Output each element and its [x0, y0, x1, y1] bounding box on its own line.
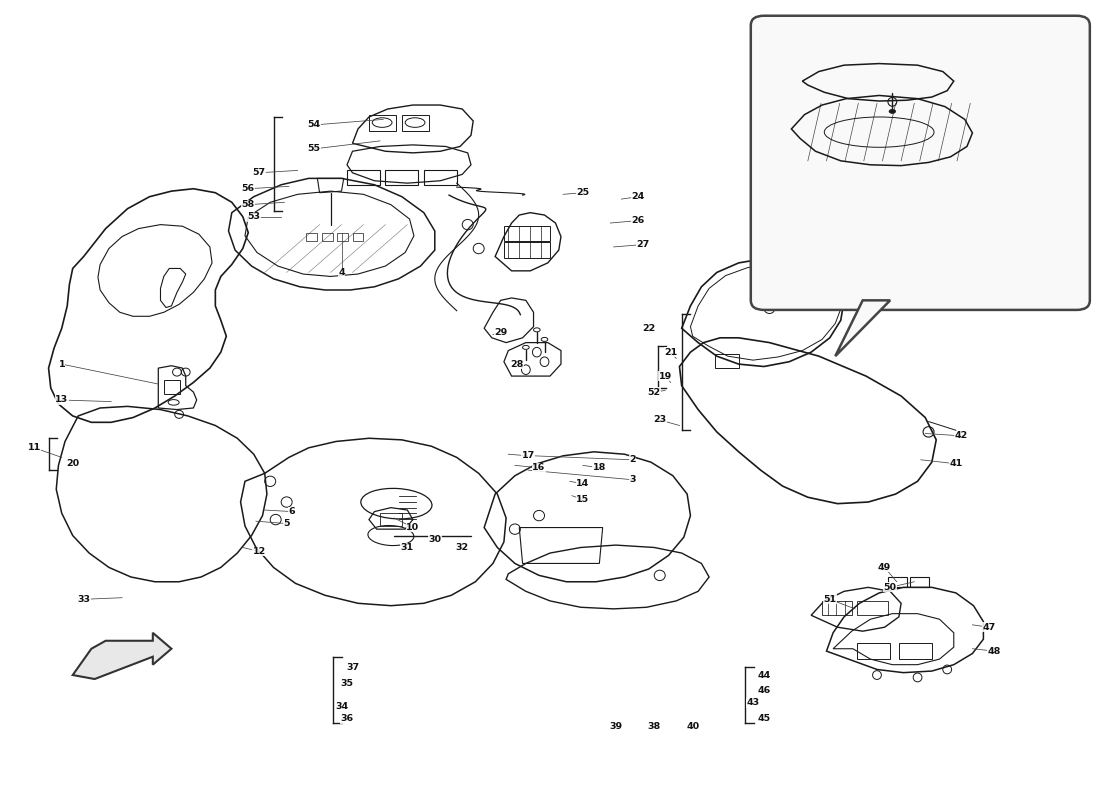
- FancyBboxPatch shape: [751, 16, 1090, 310]
- Text: 39: 39: [609, 722, 623, 731]
- Text: 2: 2: [629, 455, 636, 464]
- Text: 19: 19: [659, 371, 672, 381]
- Text: 12: 12: [253, 547, 266, 556]
- Text: 11: 11: [28, 443, 41, 452]
- Text: 40: 40: [686, 722, 700, 731]
- Ellipse shape: [889, 110, 895, 114]
- Polygon shape: [835, 300, 890, 356]
- Text: 56: 56: [242, 184, 255, 194]
- Text: 49: 49: [878, 563, 891, 572]
- Text: 20: 20: [66, 459, 79, 468]
- Text: 18: 18: [593, 463, 606, 472]
- Text: 35: 35: [341, 678, 353, 687]
- Text: 47: 47: [982, 622, 996, 632]
- Text: 25: 25: [576, 188, 590, 198]
- Polygon shape: [73, 633, 172, 679]
- Text: 33: 33: [77, 595, 90, 604]
- Text: 3: 3: [629, 475, 636, 484]
- Text: 28: 28: [510, 360, 524, 369]
- Text: 5: 5: [284, 519, 290, 528]
- Text: 38: 38: [648, 722, 661, 731]
- Text: 13: 13: [55, 395, 68, 405]
- Text: 22: 22: [642, 324, 656, 333]
- Text: 24: 24: [631, 192, 645, 202]
- Text: 7: 7: [958, 220, 965, 229]
- Text: 48: 48: [988, 646, 1001, 656]
- Text: 50: 50: [883, 583, 896, 592]
- Text: 31: 31: [400, 543, 414, 552]
- Text: 9: 9: [1019, 133, 1025, 142]
- Text: 10: 10: [406, 523, 419, 532]
- Text: 54: 54: [308, 121, 321, 130]
- Text: 26: 26: [631, 216, 645, 225]
- Text: 41: 41: [949, 459, 962, 468]
- Text: 29: 29: [494, 328, 507, 337]
- Text: 15: 15: [576, 495, 590, 504]
- Text: 42: 42: [955, 431, 968, 440]
- Text: 37: 37: [345, 662, 359, 671]
- Text: 27: 27: [637, 240, 650, 249]
- Text: 1: 1: [58, 360, 65, 369]
- Text: 17: 17: [521, 451, 535, 460]
- Text: 36: 36: [341, 714, 353, 723]
- Text: 43: 43: [747, 698, 759, 707]
- Text: 8: 8: [1013, 97, 1020, 106]
- Text: 16: 16: [532, 463, 546, 472]
- Text: 46: 46: [757, 686, 771, 695]
- Text: 23: 23: [653, 415, 667, 425]
- Text: 34: 34: [336, 702, 348, 711]
- Text: 21: 21: [664, 348, 678, 357]
- Text: 51: 51: [823, 595, 836, 604]
- Text: 55: 55: [308, 144, 320, 154]
- Text: 4: 4: [338, 268, 344, 277]
- Text: 45: 45: [758, 714, 770, 723]
- Text: 57: 57: [253, 168, 266, 178]
- Text: 58: 58: [242, 200, 255, 209]
- Text: 6: 6: [289, 507, 296, 516]
- Text: 44: 44: [757, 670, 771, 679]
- Text: 30: 30: [428, 535, 441, 544]
- Text: 53: 53: [248, 212, 261, 221]
- Text: 14: 14: [576, 479, 590, 488]
- Text: 52: 52: [648, 387, 661, 397]
- Text: 32: 32: [455, 543, 469, 552]
